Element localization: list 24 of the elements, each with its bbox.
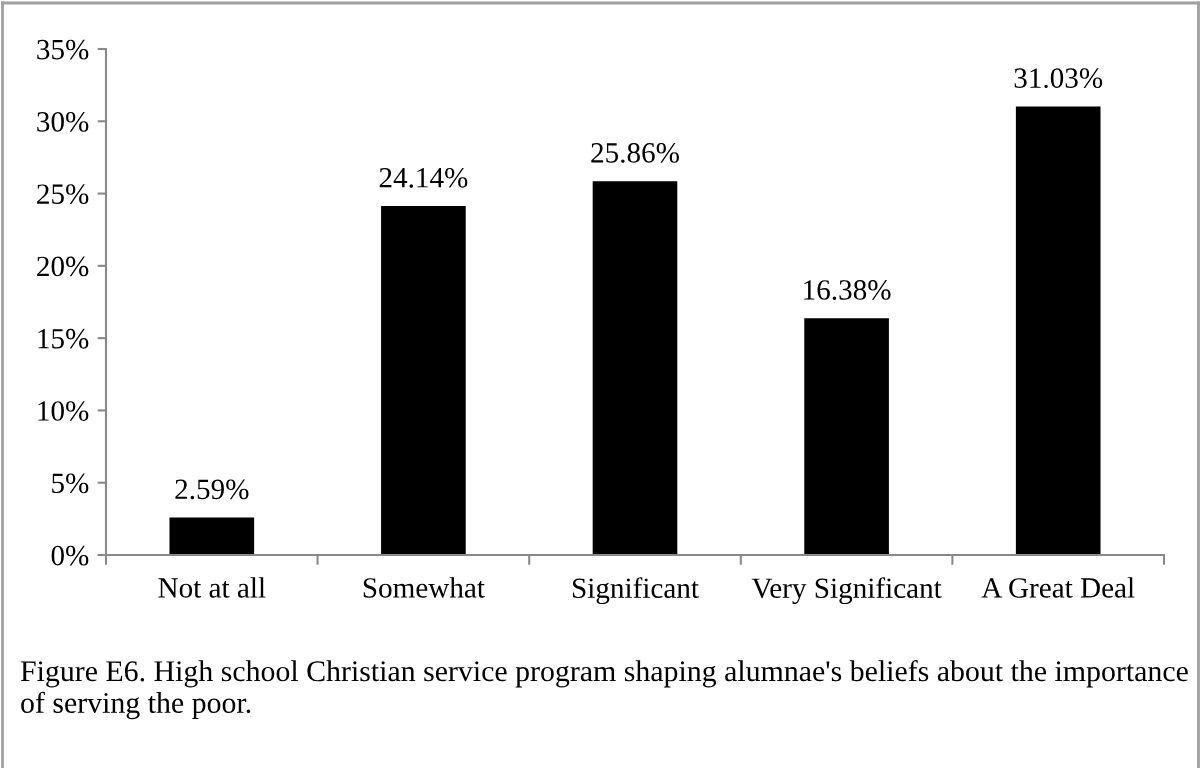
- data-label: 16.38%: [804, 280, 891, 300]
- x-tick-label: Significant: [572, 577, 699, 605]
- y-tick-label: 25%: [37, 184, 89, 205]
- y-tick-label: 15%: [38, 328, 89, 349]
- data-label: 24.14%: [379, 167, 468, 188]
- data-label: 31.03%: [1014, 68, 1103, 89]
- bar: [381, 206, 466, 555]
- y-tick-label: 20%: [37, 256, 89, 277]
- y-tick-label: 0%: [51, 545, 89, 566]
- y-tick-label: 10%: [38, 401, 89, 421]
- data-label: 2.59%: [175, 479, 249, 500]
- x-tick-label: Somewhat: [363, 577, 485, 598]
- x-tick-label: A Great Deal: [981, 577, 1135, 598]
- data-label: 25.86%: [591, 143, 679, 163]
- x-tick-label: Not at all: [158, 577, 266, 598]
- bar: [804, 318, 889, 555]
- bar: [1015, 106, 1101, 555]
- y-tick-label: 35%: [37, 39, 89, 60]
- x-tick-label: Very Significant: [751, 577, 942, 605]
- y-tick-label: 5%: [52, 473, 89, 494]
- bar: [592, 181, 678, 555]
- y-tick-label: 30%: [37, 112, 89, 132]
- bar: [169, 517, 255, 555]
- caption: Figure E6. High school Christian service program shaping alumnae's beliefs about the importance of serving the poor.: [20, 660, 1188, 720]
